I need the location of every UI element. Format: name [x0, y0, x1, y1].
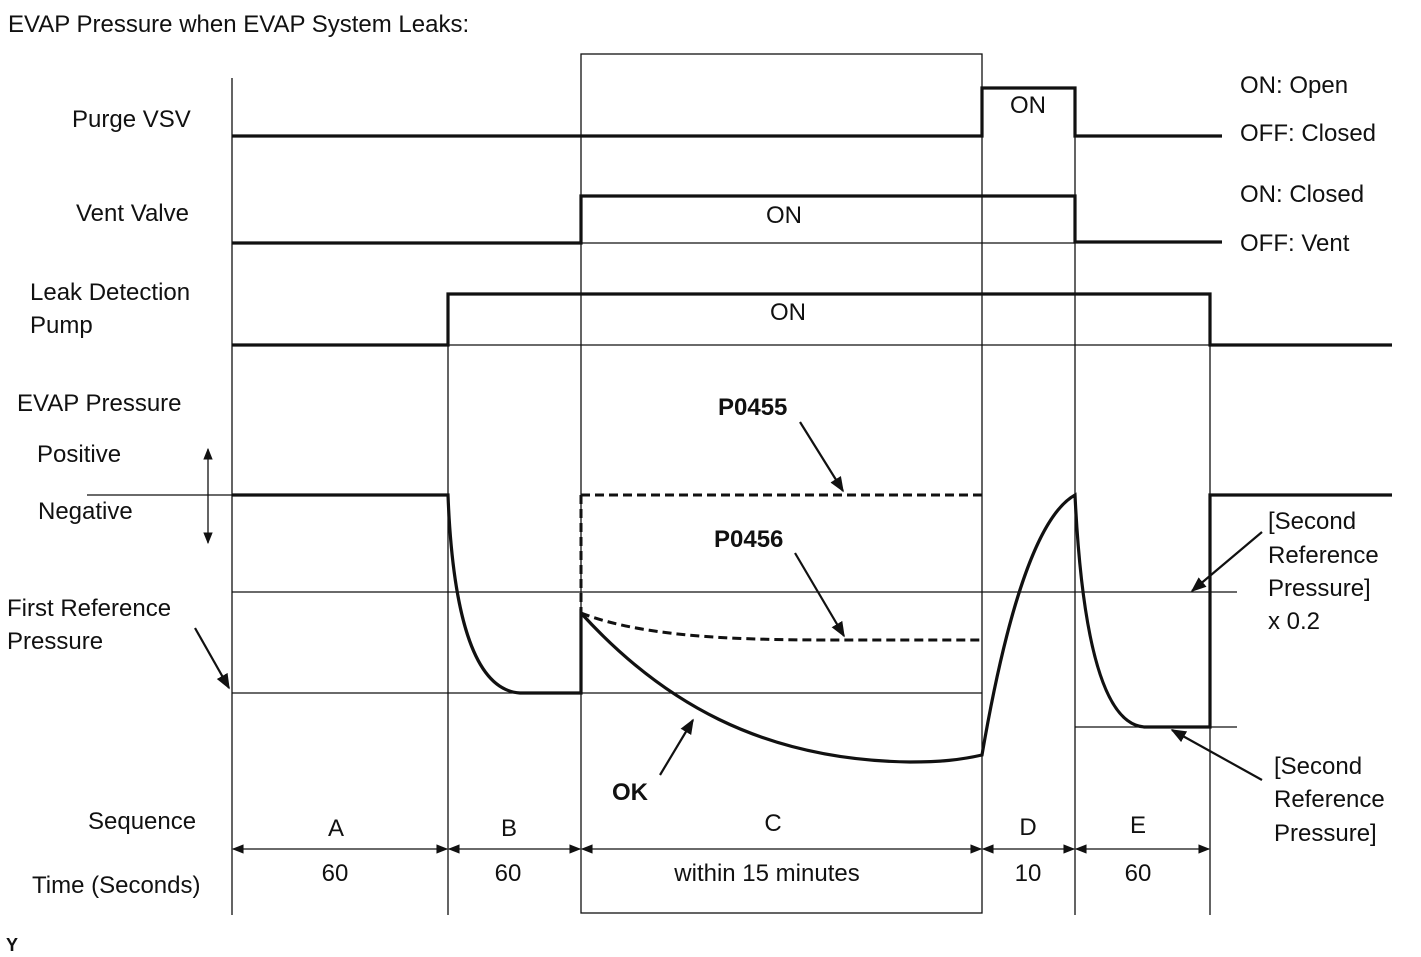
on-label: ON	[1010, 92, 1046, 119]
grid	[87, 53, 1237, 915]
sequence-name: A	[328, 815, 344, 842]
label: Negative	[38, 498, 133, 525]
sequence-name: D	[1019, 814, 1036, 841]
annotation: Pressure]	[1274, 820, 1377, 847]
label: Leak Detection	[30, 279, 190, 306]
label: Pump	[30, 312, 93, 339]
state: ON: Closed	[1240, 181, 1364, 208]
label: Purge VSV	[72, 106, 191, 133]
sequence-time: 60	[322, 860, 349, 887]
label: Sequence	[88, 808, 196, 835]
sequence-name: E	[1130, 812, 1146, 839]
state: ON: Open	[1240, 72, 1348, 99]
state: OFF: Vent	[1240, 230, 1350, 257]
annotation: [Second	[1274, 753, 1362, 780]
label: Vent Valve	[76, 200, 189, 227]
annotation: x 0.2	[1268, 608, 1320, 635]
signals	[232, 86, 1392, 764]
title: EVAP Pressure when EVAP System Leaks:	[8, 11, 469, 38]
sequence-time: 10	[1015, 860, 1042, 887]
label: Positive	[37, 441, 121, 468]
on-label: ON	[766, 202, 802, 229]
annotation: P0456	[714, 526, 783, 553]
label: EVAP Pressure	[17, 390, 182, 417]
annotation: OK	[612, 779, 649, 806]
sequence-time: 60	[495, 860, 522, 887]
annotation: Reference	[1274, 786, 1385, 813]
arrows	[194, 421, 1263, 854]
annotation: Reference	[1268, 542, 1379, 569]
sequence-time: 60	[1125, 860, 1152, 887]
annotation: Pressure]	[1268, 575, 1371, 602]
on-label: ON	[770, 299, 806, 326]
sequence-name: B	[501, 815, 517, 842]
sequence-time: within 15 minutes	[673, 860, 859, 887]
label: Time (Seconds)	[32, 872, 201, 899]
label: First Reference	[7, 595, 171, 622]
state: OFF: Closed	[1240, 120, 1376, 147]
sequence-name: C	[764, 810, 781, 837]
annotation: P0455	[718, 394, 787, 421]
footer: Y	[6, 935, 18, 955]
annotation: [Second	[1268, 508, 1356, 535]
label: Pressure	[7, 628, 103, 655]
